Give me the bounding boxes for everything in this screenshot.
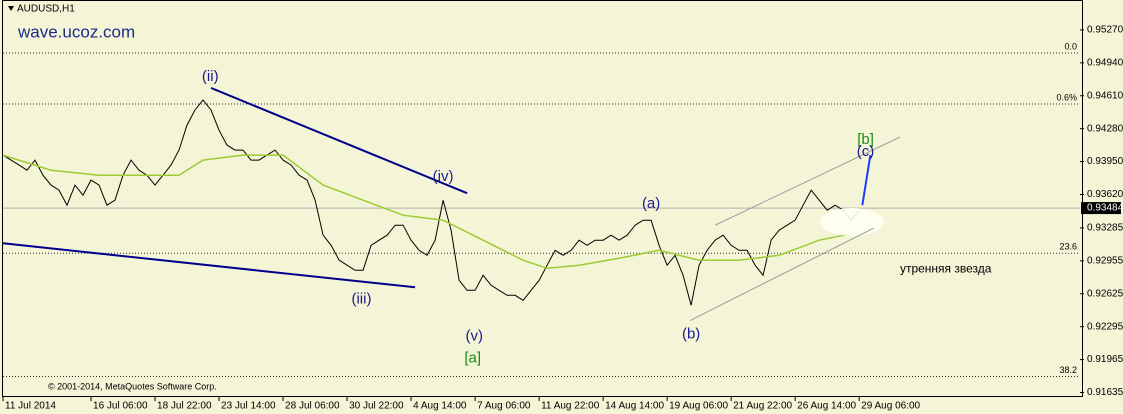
y-tick-label: 0.93620 (1087, 189, 1123, 200)
x-tick-label: 7 Aug 06:00 (477, 401, 531, 412)
y-tick-label: 0.95270 (1087, 25, 1123, 36)
copyright: © 2001-2014, MetaQuotes Software Corp. (48, 381, 217, 391)
y-tick-label: 0.91635 (1087, 387, 1123, 398)
wave-label: (v) (466, 327, 484, 344)
fib-label: 0.0 (1064, 41, 1077, 51)
watermark: wave.ucoz.com (17, 22, 135, 41)
chart-title: AUDUSD,H1 (17, 4, 75, 15)
x-tick-label: 28 Jul 06:00 (285, 401, 340, 412)
x-tick-label: 11 Aug 22:00 (541, 401, 600, 412)
y-tick-label: 0.93950 (1087, 156, 1123, 167)
y-tick-label: 0.92295 (1087, 321, 1123, 332)
x-tick-label: 11 Jul 2014 (5, 401, 56, 412)
x-tick-label: 18 Jul 22:00 (157, 401, 212, 412)
highlight-ellipse (820, 208, 884, 236)
wave-label: [b] (857, 131, 874, 148)
wave-label: (iii) (351, 290, 371, 307)
trendline (714, 136, 901, 226)
plot-frame (2, 0, 1083, 397)
trendline (861, 154, 872, 206)
wave-label: (ii) (202, 68, 219, 85)
y-tick-label: 0.92625 (1087, 288, 1123, 299)
y-tick-label: 0.94940 (1087, 57, 1123, 68)
x-tick-label: 21 Aug 22:00 (733, 401, 792, 412)
wave-label: утренняя звезда (900, 261, 992, 275)
y-tick-label: 0.94610 (1087, 90, 1123, 101)
wave-label: (a) (642, 195, 660, 212)
x-tick-label: 29 Aug 06:00 (861, 401, 920, 412)
x-tick-label: 19 Aug 06:00 (669, 401, 728, 412)
x-tick-label: 26 Aug 14:00 (797, 401, 856, 412)
fib-label: 38.2 (1059, 365, 1077, 375)
fib-label: 0.6% (1056, 92, 1077, 102)
symbol-icon (8, 6, 14, 11)
moving-average (2, 154, 860, 270)
current-price-box (1081, 202, 1121, 215)
price-line (2, 99, 860, 306)
y-tick-label: 0.94280 (1087, 123, 1123, 134)
current-price-label: 0.93484 (1087, 203, 1123, 214)
plot-layer (2, 52, 1080, 377)
trendline (2, 242, 416, 289)
y-tick-label: 0.92955 (1087, 255, 1123, 266)
x-tick-label: 23 Jul 14:00 (221, 401, 276, 412)
wave-label: (c) (857, 143, 875, 160)
x-tick-label: 4 Aug 14:00 (413, 401, 467, 412)
wave-label: (iv) (433, 168, 454, 185)
x-tick-label: 30 Jul 22:00 (349, 401, 404, 412)
x-tick-label: 14 Aug 14:00 (605, 401, 664, 412)
trendline (210, 87, 468, 195)
y-tick-label: 0.91965 (1087, 354, 1123, 365)
fib-label: 23.6 (1059, 242, 1077, 252)
wave-label: [a] (464, 349, 481, 366)
wave-label: (b) (682, 325, 700, 342)
y-tick-label: 0.93285 (1087, 223, 1123, 234)
trendline (690, 227, 874, 321)
x-tick-label: 16 Jul 06:00 (93, 401, 148, 412)
